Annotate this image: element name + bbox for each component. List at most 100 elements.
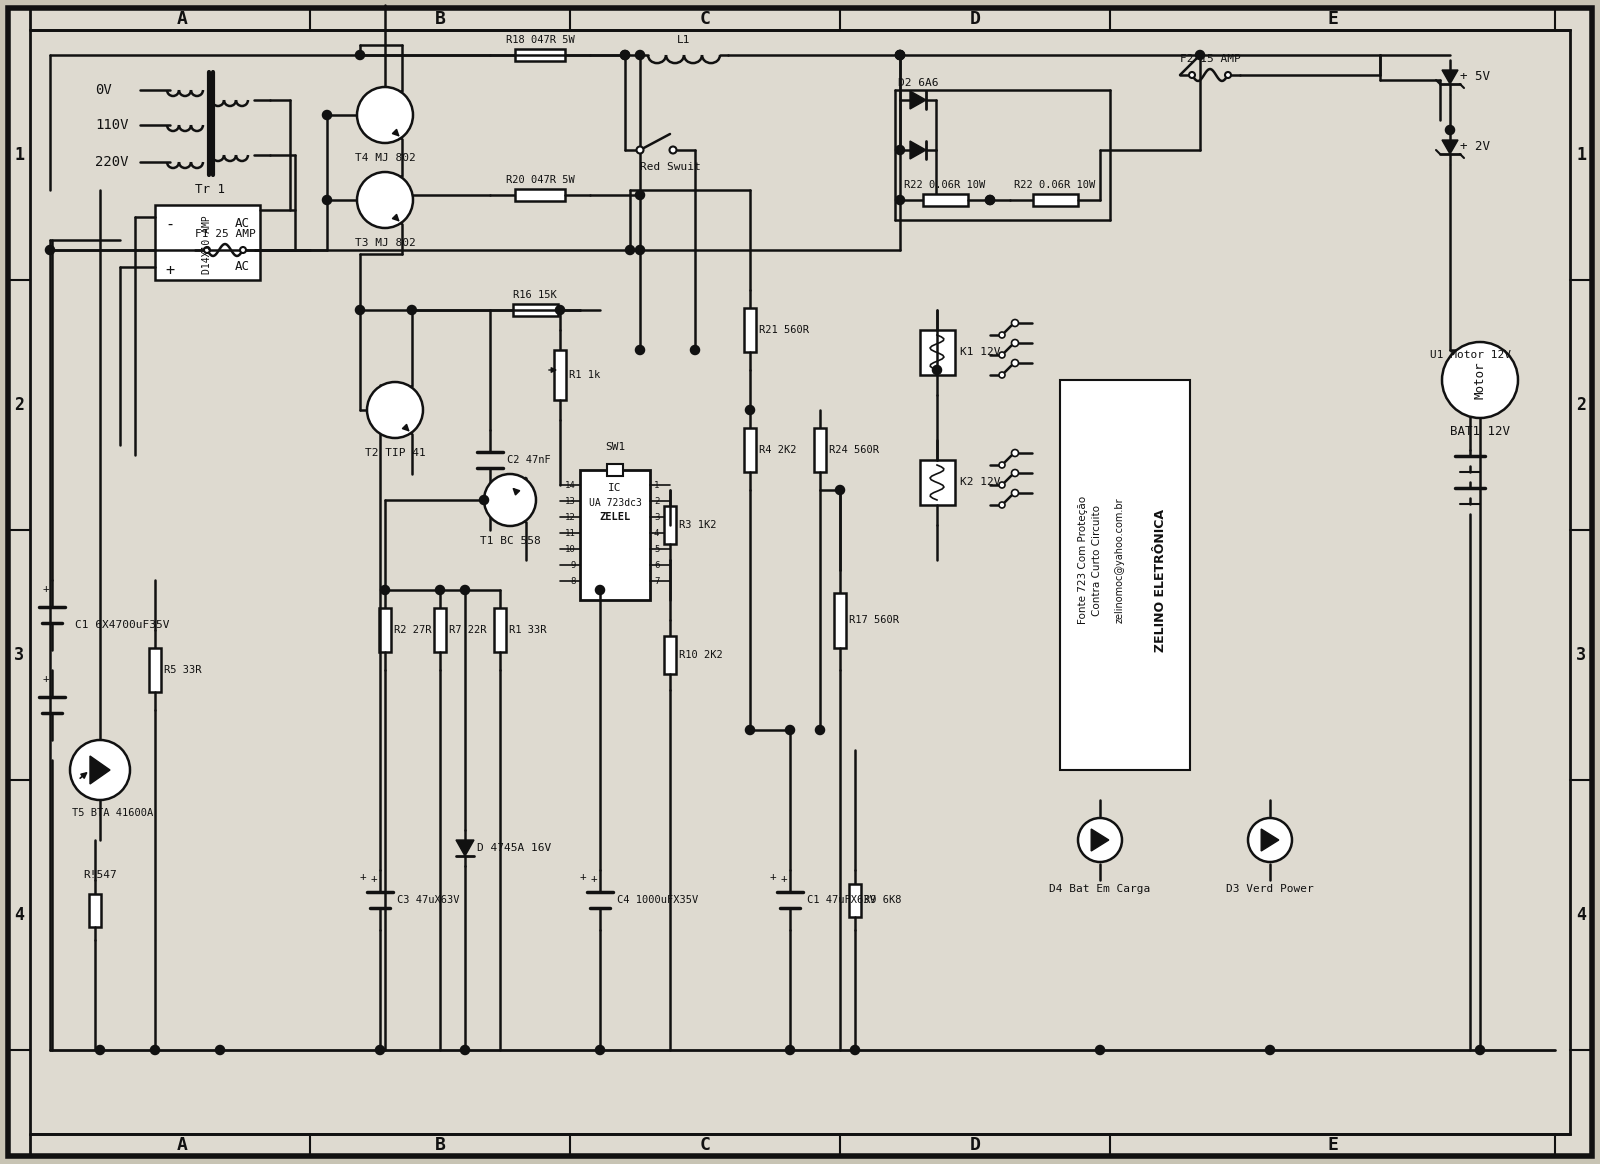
Circle shape bbox=[896, 51, 904, 59]
Circle shape bbox=[70, 740, 130, 800]
Text: T4 MJ 802: T4 MJ 802 bbox=[355, 152, 416, 163]
Text: +: + bbox=[370, 874, 378, 883]
Text: R21 560R: R21 560R bbox=[758, 325, 810, 335]
Bar bbox=[90, 894, 101, 927]
Text: Red Swuit: Red Swuit bbox=[640, 162, 701, 172]
Circle shape bbox=[998, 502, 1005, 508]
Bar bbox=[920, 331, 955, 375]
Polygon shape bbox=[910, 141, 926, 159]
Text: SW1: SW1 bbox=[605, 442, 626, 452]
Circle shape bbox=[626, 246, 634, 254]
Text: 3: 3 bbox=[14, 646, 24, 663]
Circle shape bbox=[1011, 469, 1019, 476]
Circle shape bbox=[216, 1046, 224, 1053]
Text: R3 1K2: R3 1K2 bbox=[678, 520, 717, 530]
Text: -: - bbox=[165, 217, 174, 232]
Text: T1 BC 558: T1 BC 558 bbox=[480, 535, 541, 546]
Circle shape bbox=[786, 726, 794, 734]
Text: zelinomoc@yahoo.com.br: zelinomoc@yahoo.com.br bbox=[1115, 497, 1125, 623]
Text: + 2V: + 2V bbox=[1459, 141, 1490, 154]
Text: R1 1k: R1 1k bbox=[570, 370, 600, 379]
Text: D: D bbox=[970, 1136, 981, 1154]
Text: +: + bbox=[42, 584, 50, 594]
Bar bbox=[923, 194, 968, 206]
Bar bbox=[379, 608, 390, 652]
Text: T5 BTA 41600A: T5 BTA 41600A bbox=[72, 808, 154, 818]
Text: R17 560R: R17 560R bbox=[850, 615, 899, 625]
Text: +: + bbox=[42, 674, 50, 684]
Text: 5: 5 bbox=[654, 545, 659, 554]
Circle shape bbox=[986, 196, 994, 204]
Circle shape bbox=[1266, 1046, 1274, 1053]
Text: +: + bbox=[770, 872, 776, 882]
Text: T2 TIP 41: T2 TIP 41 bbox=[365, 448, 426, 457]
Circle shape bbox=[1011, 340, 1019, 347]
Text: A: A bbox=[178, 10, 187, 28]
Text: R16 15K: R16 15K bbox=[514, 290, 557, 300]
Circle shape bbox=[355, 51, 365, 59]
Text: D2 6A6: D2 6A6 bbox=[898, 78, 938, 88]
Bar bbox=[579, 470, 650, 599]
Circle shape bbox=[557, 306, 563, 314]
Circle shape bbox=[1226, 72, 1230, 78]
Circle shape bbox=[1197, 51, 1205, 59]
Text: Motor: Motor bbox=[1474, 361, 1486, 399]
Circle shape bbox=[851, 1046, 859, 1053]
Circle shape bbox=[621, 51, 629, 59]
Text: 2: 2 bbox=[654, 497, 659, 505]
Text: 13: 13 bbox=[565, 497, 576, 505]
Text: 4: 4 bbox=[1576, 906, 1586, 924]
Text: 1: 1 bbox=[1576, 146, 1586, 164]
Text: E: E bbox=[1326, 1136, 1338, 1154]
Circle shape bbox=[483, 474, 536, 526]
Circle shape bbox=[381, 585, 389, 594]
Text: 2: 2 bbox=[1576, 396, 1586, 414]
Text: 220V: 220V bbox=[94, 155, 128, 169]
Circle shape bbox=[595, 585, 605, 594]
Circle shape bbox=[595, 1046, 605, 1053]
Circle shape bbox=[408, 306, 416, 314]
Text: R18 047R 5W: R18 047R 5W bbox=[506, 35, 574, 45]
Text: +: + bbox=[165, 263, 174, 278]
Circle shape bbox=[357, 87, 413, 143]
Circle shape bbox=[637, 51, 643, 59]
Text: R5 33R: R5 33R bbox=[165, 665, 202, 675]
Text: C: C bbox=[699, 1136, 710, 1154]
Text: D4 Bat Em Carga: D4 Bat Em Carga bbox=[1050, 883, 1150, 894]
Bar bbox=[1059, 379, 1190, 771]
Text: R22 0.06R 10W: R22 0.06R 10W bbox=[1014, 180, 1096, 190]
Text: C3 47uX63V: C3 47uX63V bbox=[397, 895, 459, 904]
Polygon shape bbox=[910, 91, 926, 109]
Polygon shape bbox=[1261, 829, 1278, 851]
Text: 3: 3 bbox=[1576, 646, 1586, 663]
Circle shape bbox=[986, 196, 994, 204]
Bar bbox=[554, 350, 566, 399]
Circle shape bbox=[786, 1046, 794, 1053]
Text: R9 6K8: R9 6K8 bbox=[864, 895, 901, 904]
Text: F2 15 AMP: F2 15 AMP bbox=[1179, 54, 1240, 64]
Text: K2 12V: K2 12V bbox=[960, 477, 1000, 487]
Circle shape bbox=[669, 147, 677, 154]
Circle shape bbox=[998, 352, 1005, 359]
Polygon shape bbox=[1442, 140, 1458, 154]
Bar bbox=[834, 592, 846, 647]
Text: 0V: 0V bbox=[94, 83, 112, 97]
Text: 1: 1 bbox=[14, 146, 24, 164]
Text: T3 MJ 802: T3 MJ 802 bbox=[355, 237, 416, 248]
Text: 6: 6 bbox=[654, 561, 659, 569]
Text: E: E bbox=[1326, 10, 1338, 28]
Text: C: C bbox=[699, 10, 710, 28]
Bar bbox=[149, 648, 162, 693]
Circle shape bbox=[1446, 126, 1454, 134]
Text: AC: AC bbox=[235, 260, 250, 274]
Text: R10 2K2: R10 2K2 bbox=[678, 650, 723, 660]
Circle shape bbox=[323, 111, 331, 119]
Circle shape bbox=[1189, 72, 1195, 78]
Circle shape bbox=[46, 246, 54, 254]
Bar bbox=[1032, 194, 1077, 206]
Circle shape bbox=[461, 585, 469, 594]
Text: 3: 3 bbox=[654, 512, 659, 521]
Circle shape bbox=[480, 496, 488, 504]
Circle shape bbox=[1011, 490, 1019, 497]
Text: R7 22R: R7 22R bbox=[450, 625, 486, 636]
